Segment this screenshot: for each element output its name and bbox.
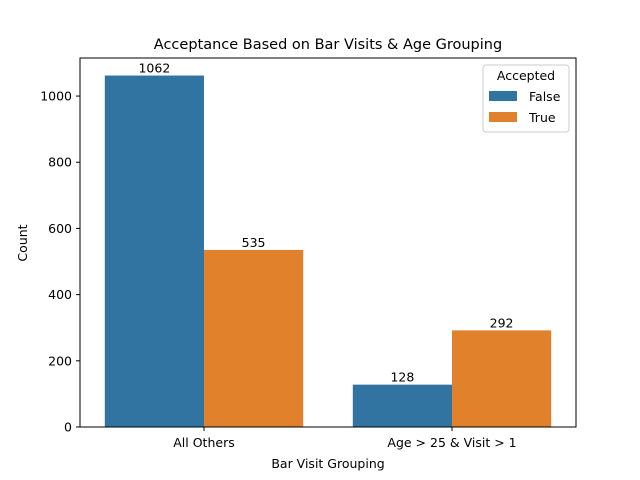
bar-false-all-others (104, 75, 204, 427)
y-tick-label: 0 (64, 420, 72, 435)
bar-false-age-25-visit-1 (352, 384, 452, 427)
bar-value-label: 535 (242, 235, 266, 250)
y-tick-label: 600 (48, 221, 72, 236)
y-tick-label: 1000 (40, 89, 72, 104)
x-tick-label: All Others (173, 435, 234, 450)
bar-true-age-25-visit-1 (452, 330, 552, 427)
y-tick-label: 800 (48, 155, 72, 170)
bar-value-label: 128 (390, 370, 414, 385)
y-axis-label: Count (15, 224, 30, 261)
bar-labels-layer: 1062 128 535 292 (138, 61, 513, 385)
legend-swatch-false (489, 91, 517, 101)
legend: Accepted False True (482, 64, 570, 133)
x-tick-label: Age > 25 & Visit > 1 (387, 435, 516, 450)
legend-label-true: True (528, 110, 556, 125)
bar-value-label: 1062 (138, 61, 170, 76)
legend-label-false: False (529, 89, 561, 104)
x-axis-label: Bar Visit Grouping (271, 456, 384, 471)
legend-swatch-true (489, 112, 517, 122)
legend-title: Accepted (497, 68, 555, 83)
y-axis: 0 200 400 600 800 1000 (40, 89, 80, 435)
bars-layer (104, 75, 552, 427)
chart-title: Acceptance Based on Bar Visits & Age Gro… (154, 37, 502, 53)
x-axis: All Others Age > 25 & Visit > 1 (173, 427, 517, 450)
y-tick-label: 400 (48, 287, 72, 302)
plot-frame (79, 57, 577, 428)
bar-value-label: 292 (490, 315, 514, 330)
y-tick-label: 200 (48, 353, 72, 368)
bar-true-all-others (204, 249, 304, 427)
